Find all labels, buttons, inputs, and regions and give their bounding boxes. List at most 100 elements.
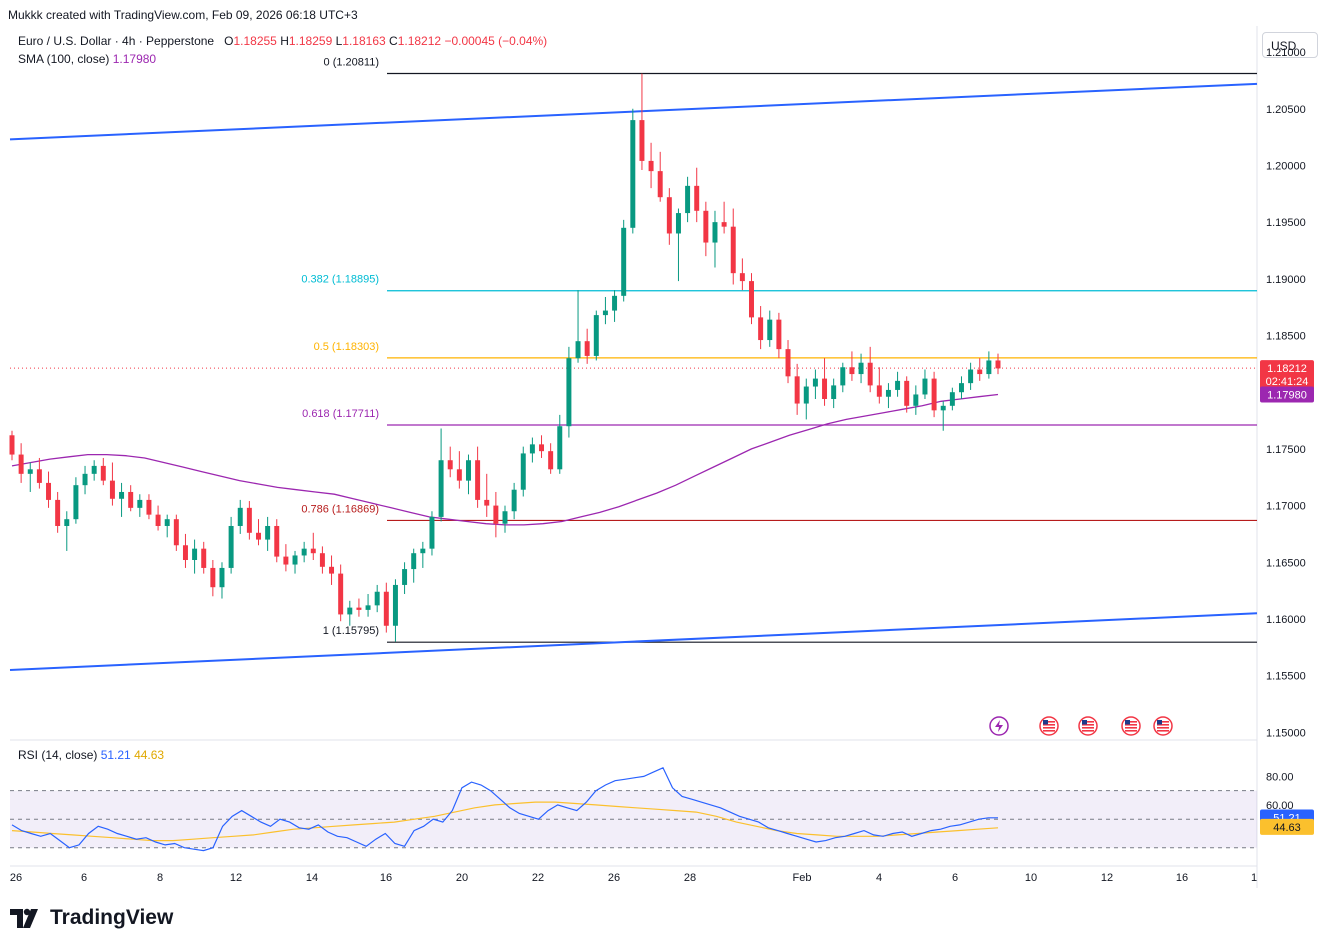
candle-body	[402, 569, 408, 585]
flag-stripe	[1157, 730, 1169, 732]
candle-body	[119, 491, 125, 499]
price-chart[interactable]: 0 (1.20811) 0.382 (1.18895) 0.5 (1.18303) 0…	[0, 0, 1333, 895]
candle-body	[630, 120, 636, 228]
candle	[292, 550, 298, 574]
candle-body	[730, 226, 736, 274]
candle-body	[995, 360, 1001, 369]
time-tick-label: 14	[306, 872, 318, 884]
rsi-label: RSI (14, close)	[18, 748, 98, 762]
candle	[977, 358, 983, 381]
price-tick-label: 1.21000	[1266, 47, 1306, 59]
candle	[447, 446, 453, 478]
flag-canton	[1157, 720, 1162, 725]
us-flag-icon	[1039, 716, 1059, 736]
candle-body	[858, 362, 864, 375]
flag-canton	[1125, 720, 1130, 725]
candle	[237, 499, 243, 534]
flag-stripe	[1125, 721, 1137, 723]
candle-body	[319, 553, 325, 567]
candle-body	[548, 451, 554, 470]
fib-level-label: 1 (1.15795)	[323, 625, 379, 637]
candle	[55, 491, 61, 533]
candle-body	[557, 426, 563, 470]
candle-body	[338, 573, 344, 615]
flag-stripe	[1157, 721, 1169, 723]
flag-icon-ring	[1153, 716, 1173, 736]
candle	[210, 560, 216, 597]
candle	[128, 485, 134, 512]
close-label: C	[389, 34, 398, 48]
candle-body	[55, 499, 61, 526]
price-tick-label: 1.20000	[1266, 160, 1306, 172]
candle-body	[347, 607, 353, 615]
candle	[429, 511, 435, 556]
candle-body	[475, 460, 481, 500]
price-tick-label: 1.17500	[1266, 444, 1306, 456]
candle	[602, 296, 608, 325]
fib-level-label: 0 (1.20811)	[324, 57, 379, 69]
tradingview-logo[interactable]: TradingView	[10, 906, 173, 930]
candle	[812, 369, 818, 400]
candle-body	[958, 383, 964, 393]
time-tick-label: 6	[81, 872, 87, 884]
candle-body	[767, 319, 773, 341]
price-tick-label: 1.19000	[1266, 274, 1306, 286]
us-flag-icon	[1153, 716, 1173, 736]
rsi-ma-value: 44.63	[134, 748, 165, 762]
symbol-legend[interactable]: Euro / U.S. Dollar · 4h · Pepperstone O1…	[18, 34, 547, 48]
candle	[785, 340, 791, 384]
candle-body	[374, 591, 380, 606]
candle	[840, 362, 846, 393]
price-tick-label: 1.18500	[1266, 331, 1306, 343]
bolt-icon-glyph	[995, 720, 1003, 732]
candle-body	[986, 360, 992, 375]
candle-body	[529, 444, 535, 454]
candle	[968, 362, 974, 390]
candle-body	[228, 525, 234, 568]
candle	[192, 539, 198, 574]
candle-body	[593, 315, 599, 356]
candle-body	[173, 519, 179, 546]
candle	[146, 494, 152, 520]
rsi-line	[11, 767, 998, 852]
candle	[109, 462, 115, 506]
candle	[739, 258, 745, 291]
candle-body	[520, 453, 526, 490]
candle	[119, 482, 125, 517]
candle-body	[968, 369, 974, 384]
candle	[867, 346, 873, 393]
candle	[858, 353, 864, 384]
candle	[593, 310, 599, 361]
candle	[767, 310, 773, 347]
candle-body	[749, 281, 754, 318]
candle	[301, 541, 307, 563]
time-tick-label: 8	[157, 872, 163, 884]
candle-body	[913, 394, 919, 406]
time-tick-label: 28	[684, 872, 696, 884]
candle	[648, 142, 654, 189]
candle	[310, 532, 316, 560]
candle-body	[648, 160, 654, 172]
currency-button[interactable]: USD	[1262, 32, 1318, 58]
rsi-legend[interactable]: RSI (14, close) 51.21 44.63	[18, 748, 164, 762]
candle	[219, 562, 225, 599]
candle-body	[365, 605, 371, 610]
price-tick-label: 1.17000	[1266, 501, 1306, 513]
candle-body	[438, 460, 444, 517]
flag-stripe	[1125, 727, 1137, 729]
candle-body	[657, 171, 663, 198]
candle-body	[292, 555, 298, 565]
candle	[794, 363, 800, 415]
open-label: O	[224, 34, 234, 48]
candle-body	[219, 567, 225, 588]
candle	[246, 501, 252, 540]
candle	[612, 290, 618, 322]
candle-body	[429, 516, 435, 549]
flag-canton	[1082, 720, 1087, 725]
flag-icon-ring	[1121, 716, 1141, 736]
candle	[383, 582, 389, 633]
price-tick-label: 1.16500	[1266, 557, 1306, 569]
candle-body	[420, 548, 426, 554]
candle-body	[895, 380, 901, 390]
sma-legend[interactable]: SMA (100, close) 1.17980	[18, 52, 156, 66]
